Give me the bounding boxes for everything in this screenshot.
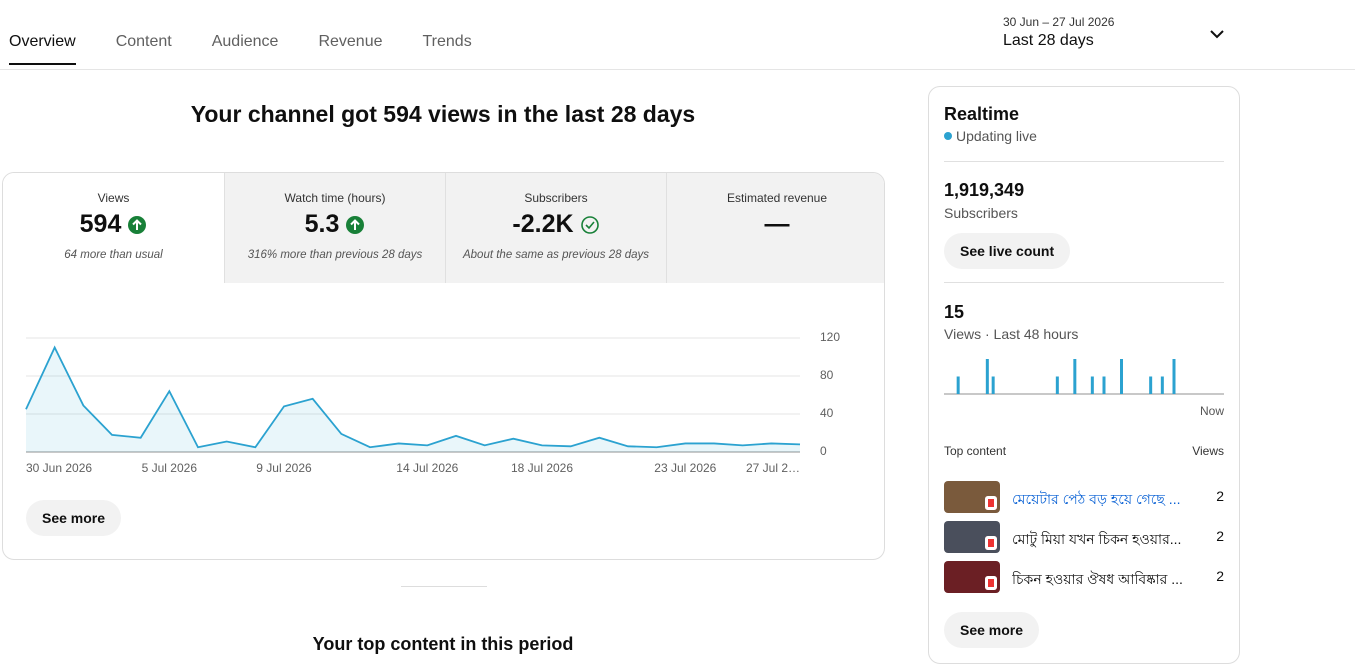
tab[interactable]: Trends bbox=[422, 33, 472, 50]
video-views: 2 bbox=[1216, 528, 1224, 544]
x-tick-label: 30 Jun 2026 bbox=[26, 461, 92, 475]
metric-value: -2.2K bbox=[512, 210, 574, 238]
tab[interactable]: Audience bbox=[211, 33, 279, 50]
thumbnail[interactable] bbox=[944, 481, 1000, 513]
bar bbox=[1120, 359, 1123, 394]
views-heading: Views bbox=[1192, 444, 1224, 458]
x-tick-label: 23 Jul 2026 bbox=[654, 461, 716, 475]
bar bbox=[1055, 376, 1059, 394]
tab[interactable]: Overview bbox=[9, 33, 76, 65]
bar bbox=[1102, 376, 1106, 394]
subscriber-label: Subscribers bbox=[944, 205, 1018, 221]
see-more-button[interactable]: See more bbox=[26, 500, 122, 536]
live-status: Updating live bbox=[956, 128, 1037, 144]
metric-value: 594 bbox=[79, 210, 122, 238]
video-title[interactable]: মেয়েটার পেঠ বড় হয়ে গেছে ... bbox=[1012, 491, 1181, 507]
metric-value-row: — bbox=[667, 210, 884, 239]
metric-value-row: -2.2K bbox=[446, 210, 666, 239]
tab[interactable]: Content bbox=[115, 33, 172, 50]
headline: Your channel got 594 views in the last 2… bbox=[190, 101, 696, 127]
bar bbox=[1160, 376, 1164, 394]
realtime-card bbox=[928, 86, 1240, 664]
realtime-views-label: Views · Last 48 hours bbox=[944, 326, 1079, 342]
bar bbox=[991, 376, 995, 394]
x-tick-label: 27 Jul 2… bbox=[746, 461, 800, 475]
subscriber-count: 1,919,349 bbox=[944, 180, 1025, 200]
divider bbox=[401, 586, 487, 587]
video-title[interactable]: মোটু মিয়া যখন চিকন হওয়ার... bbox=[1012, 531, 1182, 547]
x-tick-label: 9 Jul 2026 bbox=[256, 461, 312, 475]
axis-label: Now bbox=[1199, 404, 1224, 418]
metric-note: About the same as previous 28 days bbox=[462, 249, 650, 261]
date-range-label[interactable]: Last 28 days bbox=[1003, 32, 1094, 49]
realtime-title: Realtime bbox=[944, 104, 1020, 124]
metric-tab[interactable]: Estimated revenue — bbox=[666, 173, 884, 283]
date-range[interactable]: 30 Jun – 27 Jul 2026 bbox=[1003, 15, 1115, 29]
bar bbox=[1149, 376, 1153, 394]
video-views: 2 bbox=[1216, 568, 1224, 584]
y-tick-label: 80 bbox=[820, 368, 834, 382]
trend-icon bbox=[346, 215, 365, 234]
metric-value: — bbox=[764, 210, 790, 238]
trend-icon bbox=[128, 215, 147, 234]
x-tick-label: 18 Jul 2026 bbox=[511, 461, 573, 475]
divider bbox=[944, 161, 1224, 162]
live-dot bbox=[944, 132, 952, 140]
metric-note: 64 more than usual bbox=[64, 249, 163, 261]
bar bbox=[985, 359, 989, 394]
y-tick-label: 0 bbox=[820, 444, 827, 458]
metric-label: Watch time (hours) bbox=[284, 191, 386, 205]
section-heading: Your top content in this period bbox=[312, 634, 574, 654]
metric-label: Estimated revenue bbox=[726, 191, 828, 205]
metric-value: 5.3 bbox=[304, 210, 340, 238]
y-tick-label: 120 bbox=[820, 330, 840, 344]
divider bbox=[944, 282, 1224, 283]
metric-note: 316% more than previous 28 days bbox=[247, 249, 423, 261]
realtime-views: 15 bbox=[944, 302, 965, 322]
area bbox=[26, 347, 800, 452]
dropdown-chevron[interactable] bbox=[1209, 28, 1225, 40]
video-title[interactable]: চিকন হওয়ার ঔষধ আবিষ্কার ... bbox=[1012, 571, 1183, 587]
thumbnail[interactable] bbox=[944, 521, 1000, 553]
x-tick-label: 14 Jul 2026 bbox=[396, 461, 458, 475]
tab-bar: Overview Content Audience Revenue Trends bbox=[9, 33, 472, 65]
y-tick-label: 40 bbox=[820, 406, 834, 420]
live-count-button[interactable]: See live count bbox=[944, 233, 1071, 269]
bar bbox=[956, 376, 960, 394]
metric-label: Views bbox=[97, 191, 130, 205]
overview-card: Views 594 64 more than usual Watch time (ho… bbox=[2, 172, 885, 560]
metric-tab[interactable]: Watch time (hours) 5.3 316% more than prev… bbox=[224, 173, 445, 283]
metric-label: Subscribers bbox=[524, 191, 588, 205]
bar bbox=[1073, 359, 1077, 394]
metric-tab[interactable]: Views 594 64 more than usual bbox=[3, 173, 224, 283]
metric-value-row: 594 bbox=[3, 210, 224, 239]
top-content-heading: Top content bbox=[944, 444, 1007, 458]
divider bbox=[0, 69, 1355, 70]
bar bbox=[1172, 359, 1176, 394]
metric-value-row: 5.3 bbox=[225, 210, 445, 239]
line bbox=[25, 345, 801, 449]
see-more-button[interactable]: See more bbox=[944, 612, 1040, 648]
tab[interactable]: Revenue bbox=[318, 33, 383, 50]
bar bbox=[1090, 376, 1094, 394]
trend-icon bbox=[580, 215, 599, 234]
video-views: 2 bbox=[1216, 488, 1224, 504]
thumbnail[interactable] bbox=[944, 561, 1000, 593]
x-tick-label: 5 Jul 2026 bbox=[142, 461, 198, 475]
metric-tab[interactable]: Subscribers -2.2K About the same as previo… bbox=[445, 173, 666, 283]
